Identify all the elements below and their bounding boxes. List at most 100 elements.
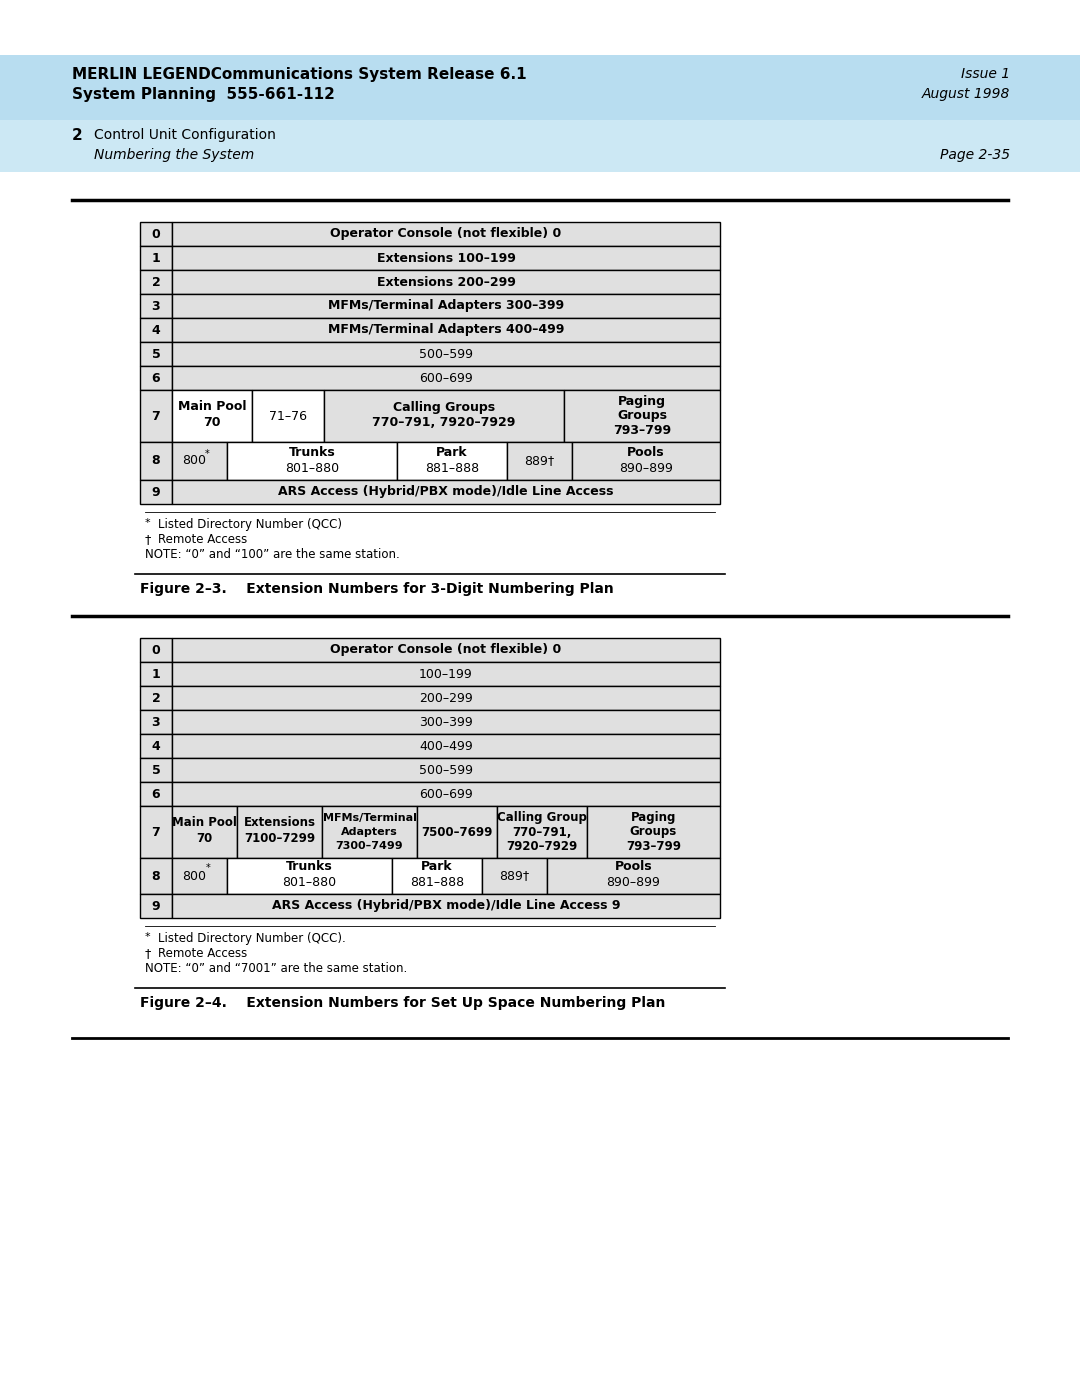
Text: Pools: Pools (615, 861, 652, 873)
Text: 4: 4 (151, 739, 160, 753)
Text: System Planning  555-661-112: System Planning 555-661-112 (72, 87, 335, 102)
Text: 9: 9 (151, 486, 160, 499)
Text: 881–888: 881–888 (410, 876, 464, 890)
Text: 890–899: 890–899 (607, 876, 661, 890)
Text: MFMs/Terminal Adapters 300–399: MFMs/Terminal Adapters 300–399 (328, 299, 564, 313)
Text: 9: 9 (151, 900, 160, 912)
Text: 889†: 889† (499, 869, 529, 883)
Text: 71–76: 71–76 (269, 409, 307, 422)
Text: 770–791, 7920–7929: 770–791, 7920–7929 (373, 416, 515, 429)
Text: Paging: Paging (618, 395, 666, 408)
Text: 7100–7299: 7100–7299 (244, 833, 315, 845)
Text: Remote Access: Remote Access (158, 534, 247, 546)
Bar (140, 662, 172, 686)
Bar (172, 390, 252, 441)
Bar (140, 782, 172, 806)
Text: 890–899: 890–899 (619, 461, 673, 475)
Text: Page 2-35: Page 2-35 (940, 148, 1010, 162)
Text: NOTE: “0” and “100” are the same station.: NOTE: “0” and “100” are the same station… (145, 548, 400, 562)
Text: 889†: 889† (525, 454, 555, 468)
Bar (172, 270, 720, 293)
Text: 2: 2 (151, 692, 160, 704)
Text: *: * (206, 863, 211, 873)
Text: 8: 8 (151, 869, 160, 883)
Bar (172, 662, 720, 686)
Bar (172, 686, 720, 710)
Text: Remote Access: Remote Access (158, 947, 247, 960)
Text: 3: 3 (151, 715, 160, 728)
Bar (140, 441, 172, 481)
Text: 1: 1 (151, 251, 160, 264)
Bar (140, 293, 172, 319)
Text: 600–699: 600–699 (419, 788, 473, 800)
Bar (322, 806, 417, 858)
Bar (140, 733, 172, 759)
Text: 7500–7699: 7500–7699 (421, 826, 492, 838)
Text: 500–599: 500–599 (419, 764, 473, 777)
Bar (0, 54, 1080, 120)
Text: Groups: Groups (617, 409, 667, 422)
Bar (140, 759, 172, 782)
Text: 793–799: 793–799 (613, 423, 671, 436)
Bar (172, 858, 227, 894)
Text: ARS Access (Hybrid/PBX mode)/Idle Line Access: ARS Access (Hybrid/PBX mode)/Idle Line A… (279, 486, 613, 499)
Text: Issue 1: Issue 1 (961, 67, 1010, 81)
Text: Extensions 200–299: Extensions 200–299 (377, 275, 515, 289)
Bar (172, 481, 720, 504)
Bar (172, 710, 720, 733)
Text: 800: 800 (183, 454, 206, 468)
Bar (172, 894, 720, 918)
Text: Park: Park (436, 446, 468, 458)
Text: Operator Console (not flexible) 0: Operator Console (not flexible) 0 (330, 228, 562, 240)
Bar (227, 441, 397, 481)
Text: 4: 4 (151, 324, 160, 337)
Text: ARS Access (Hybrid/PBX mode)/Idle Line Access 9: ARS Access (Hybrid/PBX mode)/Idle Line A… (272, 900, 620, 912)
Text: 801–880: 801–880 (283, 876, 337, 890)
Bar (172, 782, 720, 806)
Bar (140, 342, 172, 366)
Bar (237, 806, 322, 858)
Text: Calling Groups: Calling Groups (393, 401, 495, 414)
Bar (392, 858, 482, 894)
Text: 400–499: 400–499 (419, 739, 473, 753)
Bar (588, 806, 720, 858)
Text: 881–888: 881–888 (424, 461, 480, 475)
Bar (140, 390, 172, 441)
Text: Numbering the System: Numbering the System (94, 148, 254, 162)
Text: Paging: Paging (631, 812, 676, 824)
Text: 7920–7929: 7920–7929 (507, 840, 578, 852)
Text: 70: 70 (203, 416, 220, 429)
Bar (140, 686, 172, 710)
Bar (417, 806, 497, 858)
Bar (140, 246, 172, 270)
Bar (172, 246, 720, 270)
Text: 1: 1 (151, 668, 160, 680)
Text: 0: 0 (151, 228, 160, 240)
Bar (482, 858, 546, 894)
Text: 600–699: 600–699 (419, 372, 473, 384)
Bar (172, 342, 720, 366)
Text: Groups: Groups (630, 826, 677, 838)
Bar (172, 222, 720, 246)
Text: Pools: Pools (627, 446, 665, 458)
Bar (140, 894, 172, 918)
Text: 3: 3 (151, 299, 160, 313)
Bar (140, 366, 172, 390)
Bar (546, 858, 720, 894)
Bar (140, 858, 172, 894)
Bar (140, 222, 172, 246)
Text: 500–599: 500–599 (419, 348, 473, 360)
Bar (172, 366, 720, 390)
Text: 800: 800 (183, 869, 206, 883)
Text: *: * (205, 448, 210, 460)
Text: 2: 2 (151, 275, 160, 289)
Text: Extensions: Extensions (243, 816, 315, 830)
Text: MFMs/Terminal: MFMs/Terminal (323, 813, 417, 823)
Text: 801–880: 801–880 (285, 461, 339, 475)
Bar (252, 390, 324, 441)
Text: 5: 5 (151, 764, 160, 777)
Bar (172, 806, 237, 858)
Bar (140, 806, 172, 858)
Text: *: * (145, 932, 150, 942)
Text: *: * (145, 518, 150, 528)
